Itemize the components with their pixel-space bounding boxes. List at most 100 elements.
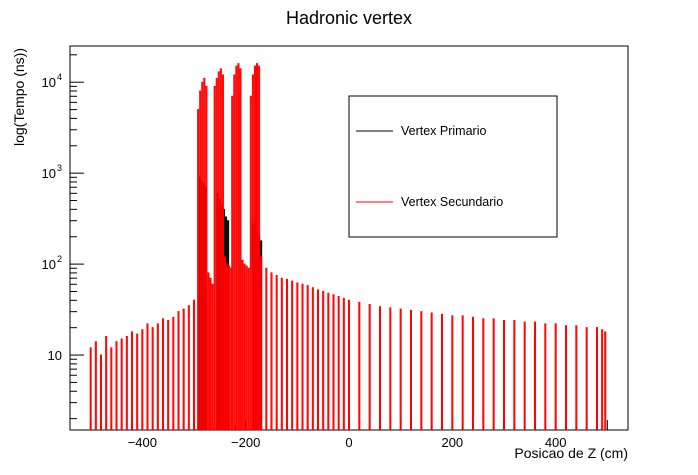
y-tick-label: 10 xyxy=(42,257,56,272)
series-layer xyxy=(89,63,607,431)
series-2-bin xyxy=(235,65,238,430)
series-2-bin xyxy=(99,354,103,430)
series-2-bin xyxy=(316,289,320,430)
series-2 xyxy=(89,63,607,430)
series-2-bin xyxy=(203,77,206,430)
series-2-bin xyxy=(430,312,433,430)
series-2-bin xyxy=(161,318,165,430)
series-2-bin xyxy=(306,285,309,430)
series-2-bin xyxy=(358,301,361,430)
series-2-bin xyxy=(296,282,299,430)
series-2-bin xyxy=(368,303,371,430)
series-2-bin xyxy=(221,74,224,430)
series-2-bin xyxy=(347,299,351,430)
series-2-bin xyxy=(141,329,144,430)
series-2-bin xyxy=(265,267,268,430)
series-2-bin xyxy=(201,81,204,430)
series-2-bin xyxy=(182,308,185,430)
series-2-bin xyxy=(207,272,210,430)
series-2-bin xyxy=(243,263,246,430)
series-2-bin xyxy=(156,323,159,430)
series-2-bin xyxy=(219,68,222,430)
series-2-bin xyxy=(247,267,250,430)
series-2-bin xyxy=(575,325,578,430)
series-2-bin xyxy=(256,63,259,430)
x-axis-label: Posicao de Z (cm) xyxy=(514,445,628,461)
series-2-bin xyxy=(327,292,330,430)
chart-title: Hadronic vertex xyxy=(286,8,412,28)
series-2-bin xyxy=(502,319,506,430)
series-2-bin xyxy=(197,109,200,430)
series-2-bin xyxy=(482,318,485,430)
series-2-bin xyxy=(337,296,340,430)
series-2-bin xyxy=(585,327,588,430)
series-2-bin xyxy=(595,327,599,430)
series-2-bin xyxy=(440,313,444,430)
y-axis-label: log(Tempo (ns)) xyxy=(11,48,27,146)
series-2-bin xyxy=(187,305,190,430)
x-tick-label: 200 xyxy=(441,435,463,450)
series-2-bin xyxy=(215,77,218,430)
y-tick-exponent: 4 xyxy=(57,72,62,82)
series-2-bin xyxy=(270,272,273,430)
series-2-bin xyxy=(420,311,423,430)
series-2-bin xyxy=(226,263,229,430)
series-2-bin xyxy=(213,85,216,430)
series-2-bin xyxy=(115,341,118,430)
series-2-bin xyxy=(233,74,236,430)
series-2-bin xyxy=(564,325,568,430)
series-2-bin xyxy=(249,95,252,430)
x-tick-label: 400 xyxy=(545,435,567,450)
x-axis-ticks: −400 −200 0 200 400 xyxy=(90,420,608,450)
series-2-bin xyxy=(237,63,240,430)
series-2-bin xyxy=(554,323,557,430)
series-2-bin xyxy=(110,347,113,430)
y-tick-exponent: 2 xyxy=(57,254,62,264)
y-tick-label: 10 xyxy=(48,348,62,363)
series-2-bin xyxy=(399,308,402,430)
series-2-bin xyxy=(601,329,604,430)
series-2-bin xyxy=(125,335,128,430)
series-2-bin xyxy=(217,71,220,430)
y-tick-exponent: 3 xyxy=(57,163,62,173)
series-2-bin xyxy=(105,335,108,430)
series-2-bin xyxy=(533,321,537,430)
series-2-bin xyxy=(120,338,123,430)
legend-label-series-1: Vertex Primario xyxy=(401,124,486,138)
series-2-bin xyxy=(513,319,516,430)
series-2-bin xyxy=(471,316,475,430)
legend: Vertex Primario Vertex Secundario xyxy=(348,95,558,238)
series-2-bin xyxy=(177,311,180,430)
series-2-bin xyxy=(199,90,202,430)
series-2-bin xyxy=(523,321,526,430)
x-tick-label: −400 xyxy=(128,435,157,450)
series-2-bin xyxy=(275,274,278,430)
series-2-bin xyxy=(291,280,294,430)
series-2-bin xyxy=(172,316,175,430)
series-2-bin xyxy=(239,68,242,430)
series-2-bin xyxy=(311,287,314,430)
series-2-bin xyxy=(241,259,244,430)
series-2-bin xyxy=(167,319,170,430)
legend-box xyxy=(348,95,558,238)
series-2-bin xyxy=(260,256,263,430)
series-2-bin xyxy=(342,297,345,430)
series-2-bin xyxy=(285,278,289,430)
series-2-bin xyxy=(409,309,413,430)
x-tick-label: −200 xyxy=(231,435,260,450)
series-2-bin xyxy=(223,256,227,430)
series-2-bin xyxy=(492,318,495,430)
series-2-bin xyxy=(332,294,335,430)
series-2-bin xyxy=(136,333,139,430)
series-2-bin xyxy=(253,65,256,430)
series-2-bin xyxy=(205,85,208,430)
legend-label-series-2: Vertex Secundario xyxy=(401,195,503,209)
series-2-bin xyxy=(211,283,214,430)
series-2-bin xyxy=(389,307,392,430)
series-2-bin xyxy=(280,277,283,430)
series-2-bin xyxy=(378,306,382,430)
series-2-bin xyxy=(604,331,607,430)
series-2-bin xyxy=(461,315,464,430)
